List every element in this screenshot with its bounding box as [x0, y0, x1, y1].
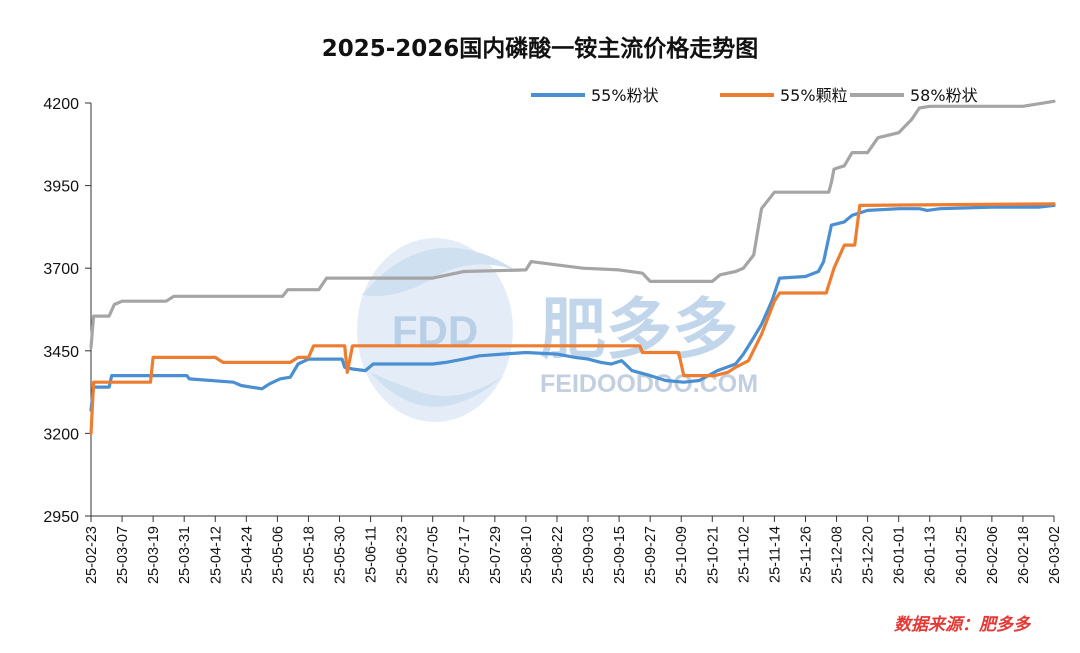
- legend-label-2: 58%粉状: [910, 86, 978, 105]
- series-line-1: [89, 202, 1056, 435]
- x-tick-label: 25-04-12: [208, 526, 224, 584]
- y-tick-label: 3200: [43, 426, 79, 443]
- fdd-logo-mark: FDD: [357, 238, 515, 422]
- x-tick-label: 25-06-11: [364, 526, 380, 583]
- x-tick-label: 26-01-25: [954, 526, 970, 584]
- x-tick-label: 25-05-30: [333, 526, 349, 584]
- x-tick-label: 25-09-03: [581, 526, 597, 584]
- x-tick-label: 25-09-15: [612, 526, 628, 584]
- x-tick-label: 25-12-20: [861, 526, 877, 584]
- legend-label-0: 55%粉状: [591, 86, 659, 105]
- y-tick-label: 3450: [43, 344, 79, 361]
- x-ticks: 25-02-23 25-03-07 25-03-19 25-03-31 25-04-12…: [84, 516, 1063, 584]
- x-tick-label: 26-02-06: [985, 526, 1001, 584]
- x-tick-label: 25-11-26: [798, 526, 814, 583]
- x-tick-label: 25-03-07: [115, 526, 131, 584]
- series-line-0: [89, 203, 1056, 412]
- x-tick-label: 25-04-24: [239, 526, 255, 584]
- axes: [90, 103, 1054, 517]
- x-tick-label: 25-07-05: [426, 526, 442, 584]
- x-tick-label: 25-02-23: [84, 526, 100, 584]
- chart-title: 2025-2026国内磷酸一铵主流价格走势图: [322, 35, 759, 62]
- x-tick-label: 25-10-21: [705, 526, 721, 584]
- x-tick-label: 26-03-02: [1047, 526, 1063, 584]
- x-tick-label: 26-01-01: [892, 526, 908, 584]
- y-tick-label: 3700: [43, 261, 79, 278]
- legend: 55%粉状 55%颗粒 58%粉状: [531, 86, 978, 105]
- x-tick-label: 26-02-18: [1016, 526, 1032, 584]
- x-tick-label: 25-10-09: [674, 526, 690, 584]
- y-tick-label: 2950: [43, 509, 79, 526]
- x-tick-label: 25-07-29: [488, 526, 504, 584]
- series-lines: [89, 99, 1056, 435]
- series-line-2: [89, 99, 1056, 350]
- x-tick-label: 26-01-13: [923, 526, 939, 584]
- x-tick-label: 25-05-18: [301, 526, 317, 584]
- x-tick-label: 25-05-06: [270, 526, 286, 584]
- legend-label-1: 55%颗粒: [780, 86, 848, 105]
- x-tick-label: 25-03-31: [177, 526, 193, 584]
- x-tick-label: 25-06-23: [395, 526, 411, 584]
- x-tick-label: 25-03-19: [146, 526, 162, 584]
- x-tick-label: 25-12-08: [830, 526, 846, 584]
- x-tick-label: 25-11-14: [767, 526, 783, 583]
- x-tick-label: 25-08-22: [550, 526, 566, 584]
- x-tick-label: 25-08-10: [519, 526, 535, 584]
- y-tick-label: 4200: [43, 96, 79, 113]
- source-note: 数据来源：肥多多: [894, 615, 1032, 635]
- watermark-brand: 肥多多: [540, 291, 738, 368]
- y-ticks: 2950 3200 3450 3700 3950 4200: [43, 96, 91, 526]
- y-tick-label: 3950: [43, 179, 79, 196]
- x-tick-label: 25-09-27: [643, 526, 659, 584]
- x-tick-label: 25-07-17: [457, 526, 473, 584]
- x-tick-label: 25-11-02: [736, 526, 752, 583]
